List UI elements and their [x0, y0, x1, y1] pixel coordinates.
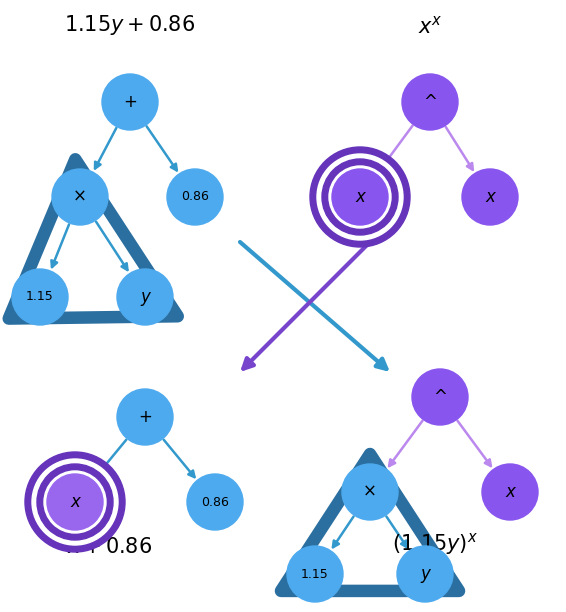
Circle shape: [332, 169, 388, 225]
Text: y: y: [420, 565, 430, 583]
Text: ×: ×: [73, 188, 87, 206]
Text: ×: ×: [363, 483, 377, 501]
Text: $x^x$: $x^x$: [418, 15, 443, 37]
Text: x: x: [355, 188, 365, 206]
Circle shape: [117, 389, 173, 445]
Text: x: x: [70, 493, 80, 511]
Circle shape: [12, 269, 68, 325]
Circle shape: [117, 269, 173, 325]
Circle shape: [342, 464, 398, 520]
Text: $1.15y + 0.86$: $1.15y + 0.86$: [65, 13, 196, 37]
Circle shape: [482, 464, 538, 520]
Text: $x + 0.86$: $x + 0.86$: [67, 537, 153, 557]
Circle shape: [52, 169, 108, 225]
Circle shape: [462, 169, 518, 225]
Circle shape: [402, 74, 458, 130]
Circle shape: [102, 74, 158, 130]
Circle shape: [322, 159, 398, 235]
Text: 1.15: 1.15: [26, 291, 54, 304]
Circle shape: [187, 474, 243, 530]
Text: +: +: [123, 93, 137, 111]
Text: ^: ^: [433, 388, 447, 406]
Text: ^: ^: [423, 93, 437, 111]
Circle shape: [47, 474, 103, 530]
Circle shape: [25, 452, 125, 552]
Circle shape: [287, 546, 343, 602]
Circle shape: [167, 169, 223, 225]
Circle shape: [317, 154, 403, 240]
Text: 0.86: 0.86: [201, 496, 229, 509]
Text: $(1.15y)^x$: $(1.15y)^x$: [392, 531, 478, 557]
Circle shape: [44, 471, 106, 533]
Text: x: x: [485, 188, 495, 206]
Text: y: y: [140, 288, 150, 306]
Text: x: x: [505, 483, 515, 501]
Circle shape: [329, 166, 391, 228]
Circle shape: [32, 459, 118, 545]
Text: 0.86: 0.86: [181, 190, 209, 204]
Circle shape: [412, 369, 468, 425]
Text: 1.15: 1.15: [301, 567, 329, 581]
Text: +: +: [138, 408, 152, 426]
Circle shape: [397, 546, 453, 602]
Circle shape: [37, 464, 113, 540]
Circle shape: [310, 147, 410, 247]
